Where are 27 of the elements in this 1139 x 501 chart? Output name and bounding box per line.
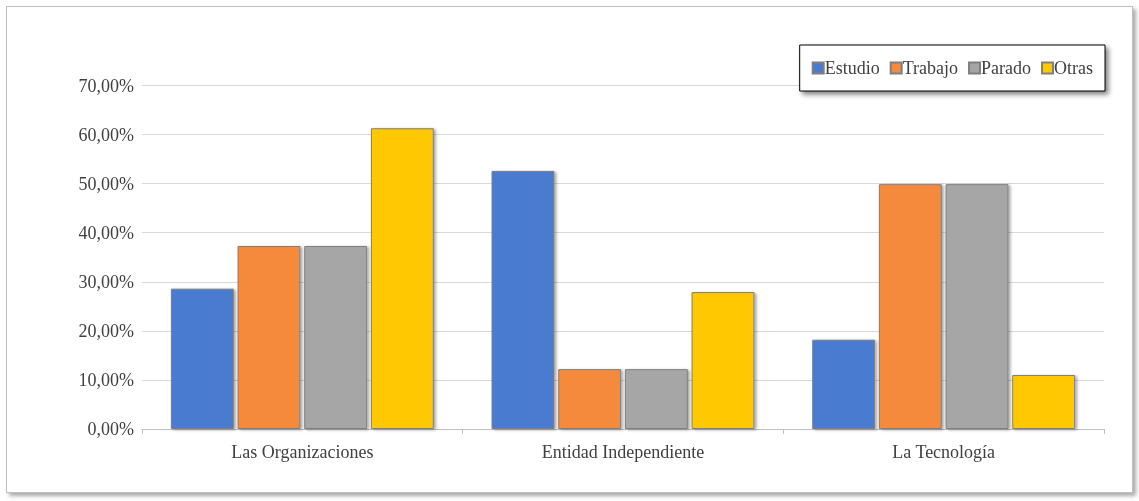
- bar: [491, 170, 555, 429]
- bar: [370, 128, 434, 429]
- bar: [237, 245, 301, 429]
- y-tick-label: 10,00%: [78, 369, 134, 390]
- x-tick-label: La Tecnología: [892, 442, 996, 462]
- bar: [624, 369, 688, 429]
- bar: [812, 339, 876, 429]
- legend-label: Parado: [981, 58, 1032, 78]
- bar: [878, 184, 942, 429]
- y-tick-label: 50,00%: [78, 173, 134, 194]
- y-tick-label: 40,00%: [78, 222, 134, 243]
- y-tick-label: 20,00%: [78, 320, 134, 341]
- legend-label: Trabajo: [902, 58, 959, 78]
- bar: [945, 184, 1009, 429]
- y-tick-label: 70,00%: [78, 75, 134, 96]
- bar: [1012, 375, 1076, 429]
- y-tick-label: 60,00%: [78, 124, 134, 145]
- bar: [691, 292, 755, 429]
- y-tick-label: 0,00%: [87, 419, 134, 439]
- legend-label: Otras: [1054, 58, 1094, 78]
- x-tick-label: Entidad Independiente: [541, 442, 705, 462]
- legend-label: Estudio: [824, 58, 880, 78]
- y-tick-label: 30,00%: [78, 271, 134, 292]
- bar: [558, 369, 622, 429]
- x-tick-label: Las Organizaciones: [231, 442, 374, 462]
- bar: [170, 288, 234, 429]
- bar: [304, 245, 368, 429]
